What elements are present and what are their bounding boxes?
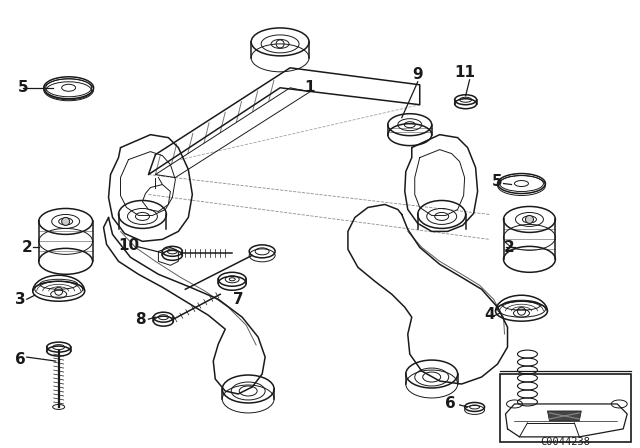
Text: C0044238: C0044238 [540,437,590,447]
Text: 2: 2 [21,240,32,255]
Text: 8: 8 [135,312,146,327]
Polygon shape [547,411,581,421]
Text: 10: 10 [118,238,139,253]
Text: 2: 2 [504,240,515,255]
Circle shape [525,215,534,224]
Text: 3: 3 [15,292,26,307]
Text: 6: 6 [15,352,26,366]
Text: 7: 7 [233,292,244,307]
Text: 4: 4 [484,307,495,322]
Text: 5: 5 [17,80,28,95]
Text: 5: 5 [492,174,503,189]
Circle shape [61,217,70,225]
Bar [500,374,631,442]
Text: 1: 1 [305,80,316,95]
Text: 9: 9 [412,67,423,82]
Text: 11: 11 [454,65,475,80]
Text: 6: 6 [445,396,456,411]
